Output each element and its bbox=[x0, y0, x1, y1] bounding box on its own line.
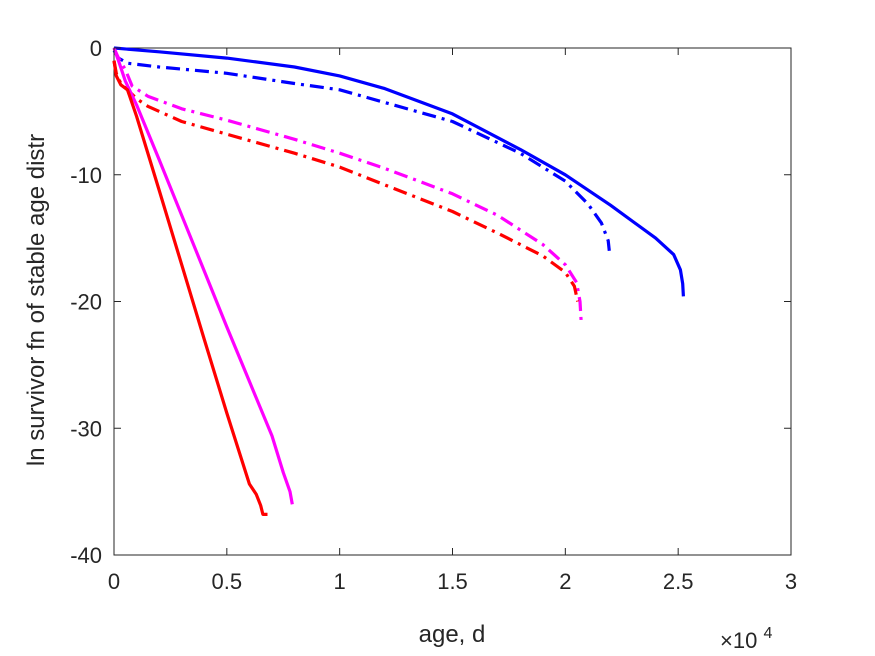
y-tick-label-1: -40 bbox=[70, 543, 102, 568]
x-axis-exponent: ×10 4 bbox=[720, 625, 772, 653]
series-line-6 bbox=[112, 60, 268, 517]
series-layer bbox=[112, 46, 685, 517]
y-tick-label-5: 0 bbox=[90, 36, 102, 61]
series-line-2 bbox=[112, 49, 611, 251]
y-tick-label-2: -30 bbox=[70, 416, 102, 441]
x-tick-label-5: 2 bbox=[559, 569, 571, 594]
x-tick-label-6: 2.5 bbox=[663, 569, 694, 594]
x-tick-label-7: 3 bbox=[785, 569, 797, 594]
series-line-3 bbox=[112, 47, 583, 321]
x-axis-label: age, d bbox=[419, 621, 486, 648]
series-line-1 bbox=[113, 46, 685, 297]
y-axis-label: ln survivor fn of stable age distr bbox=[23, 134, 50, 466]
x-tick-label-4: 1.5 bbox=[437, 569, 468, 594]
plot-area bbox=[113, 47, 792, 556]
x-axis-exponent-base: ×10 bbox=[720, 628, 757, 653]
y-tick-label-3: -20 bbox=[70, 290, 102, 315]
x-tick-label-2: 0.5 bbox=[212, 569, 243, 594]
series-line-5 bbox=[112, 47, 294, 505]
y-tick-label-4: -10 bbox=[70, 163, 102, 188]
x-tick-label-1: 0 bbox=[108, 569, 120, 594]
x-axis-exponent-power: 4 bbox=[763, 625, 772, 642]
x-tick-label-3: 1 bbox=[334, 569, 346, 594]
tick-layer: 0 0.5 1 1.5 2 2.5 3 -40 -30 -20 -10 0 bbox=[70, 36, 797, 594]
